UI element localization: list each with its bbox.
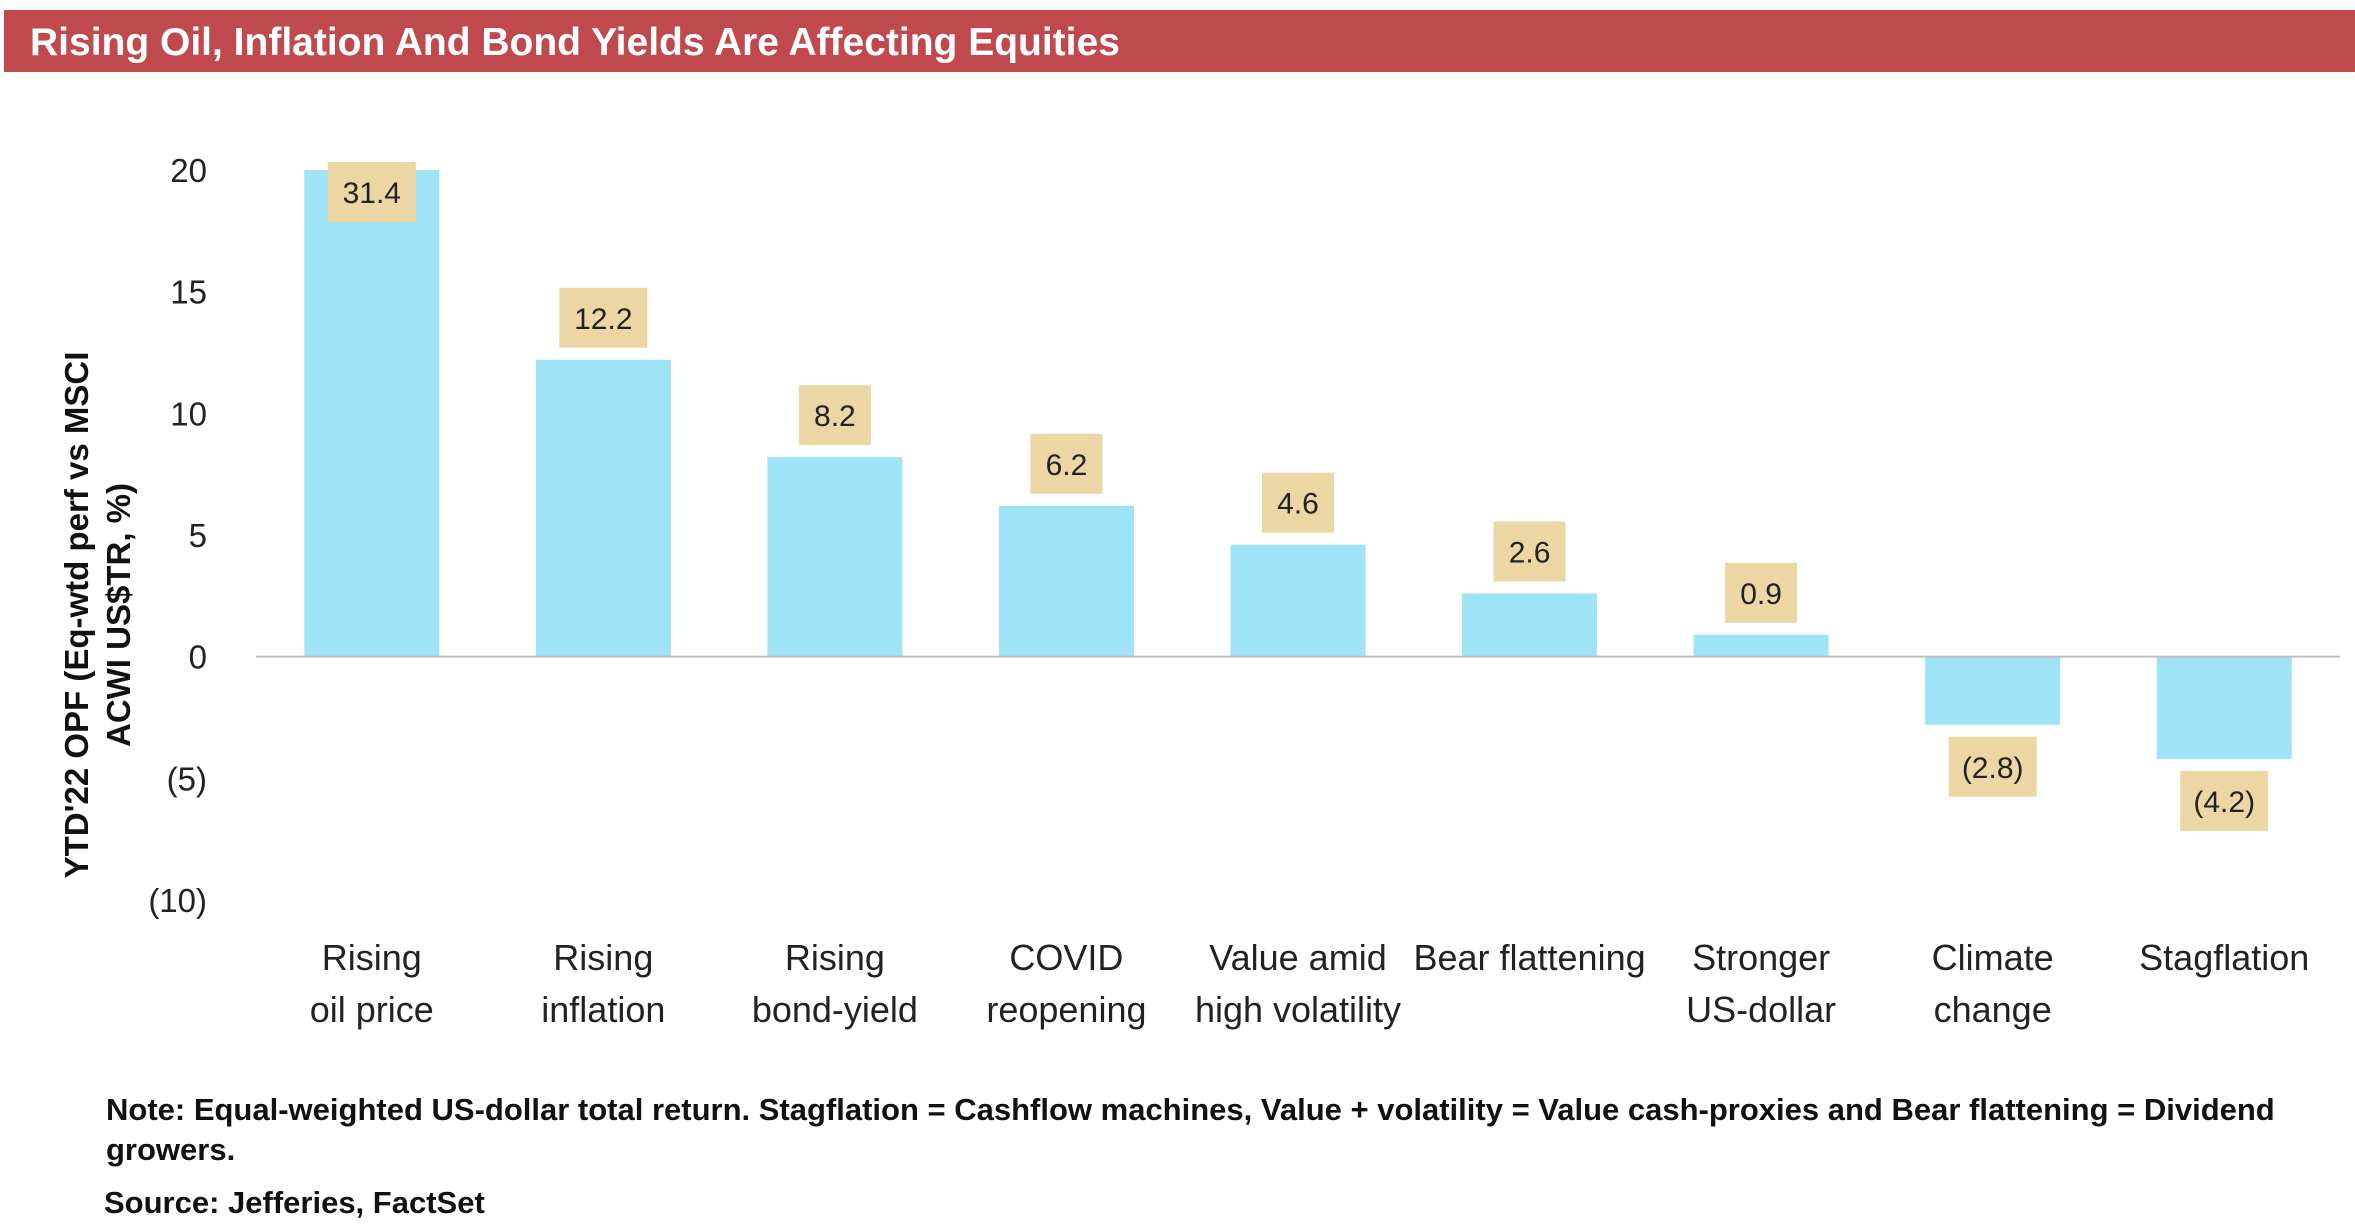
bar [304,170,440,657]
x-category-label: US-dollar [1686,989,1836,1030]
x-category-label: Rising [553,937,653,978]
y-tick-label: 5 [189,517,207,554]
data-label-box [1262,472,1334,533]
bar [1462,593,1598,657]
x-category-label: Rising [785,937,885,978]
data-label: 31.4 [343,177,401,210]
y-tick-label: (5) [167,760,207,797]
data-label: (4.2) [2193,786,2255,819]
bar [1693,634,1829,657]
chart-title: Rising Oil, Inflation And Bond Yields Ar… [30,21,1120,64]
data-label-box [798,385,871,446]
y-axis-title-line: YTD'22 OPF (Eq-wtd perf vs MSCI [58,352,95,879]
chart-note: Note: Equal-weighted US-dollar total ret… [106,1092,2275,1167]
data-label-box [1030,433,1103,494]
x-category-label: Stronger [1692,937,1830,978]
y-axis-title: YTD'22 OPF (Eq-wtd perf vs MSCI ACWI US$T… [58,352,137,879]
x-category-label: Stagflation [2139,937,2309,978]
data-label-box [1948,736,2037,797]
x-category-label: COVID [1009,937,1123,978]
x-category-label: inflation [541,989,665,1030]
bar-chart: YTD'22 OPF (Eq-wtd perf vs MSCI ACWI US$T… [58,152,2340,1030]
data-label: 2.6 [1509,536,1551,569]
y-tick-label: 15 [170,274,207,311]
y-tick-label: 10 [170,395,207,432]
bar [2156,656,2292,759]
y-tick-label: (10) [148,882,207,919]
x-category-label: Rising [322,937,422,978]
data-label-box [2180,770,2269,831]
data-label-box [1725,562,1798,623]
y-tick-label: 0 [189,639,207,676]
x-category-label: change [1934,989,2052,1030]
data-label-box [327,162,416,222]
data-label: 6.2 [1046,449,1088,482]
y-tick-label: 20 [170,152,207,189]
x-category-label: Value amid [1209,937,1386,978]
data-label: 0.9 [1740,578,1782,611]
x-category-label: oil price [310,989,434,1030]
bar [767,457,903,657]
data-label: 8.2 [814,400,856,433]
x-category-label: Bear flattening [1413,937,1645,978]
bar [535,359,671,657]
x-category-label: bond-yield [752,989,918,1030]
data-label: (2.8) [1962,752,2024,785]
data-label-box [559,287,648,348]
x-category-label: high volatility [1195,989,1401,1030]
data-label: 4.6 [1277,488,1319,521]
bar [998,505,1134,657]
chart-source: Source: Jefferies, FactSet [104,1185,485,1220]
x-category-label: reopening [986,989,1146,1030]
y-axis-title-line: ACWI US$TR, %) [100,483,137,747]
x-category-label: Climate [1932,937,2054,978]
bar [1230,544,1366,657]
data-label: 12.2 [574,303,632,336]
data-label-box [1493,521,1566,582]
bar [1925,656,2061,725]
title-bar: Rising Oil, Inflation And Bond Yields Ar… [4,10,2355,72]
